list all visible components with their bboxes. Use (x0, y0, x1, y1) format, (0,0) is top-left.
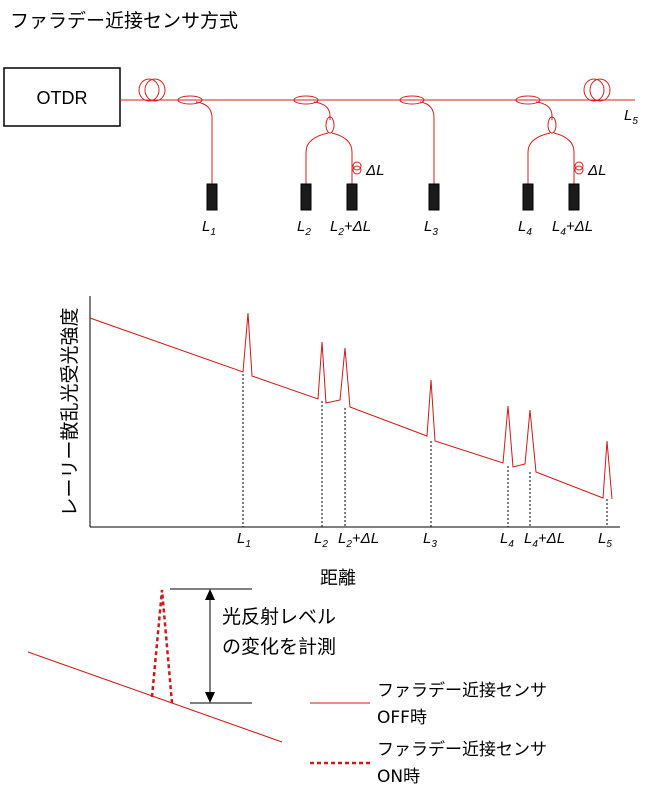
delta-l-label-2: ΔL (365, 162, 384, 179)
tick-l3: L3 (423, 530, 437, 550)
label-l5: L5 (624, 107, 638, 127)
coupler-1 (177, 95, 203, 105)
tick-l4-dl: L4+ΔL (524, 530, 565, 550)
inset-arrow-down (205, 692, 215, 703)
tick-l2-dl: L2+ΔL (338, 530, 379, 550)
small-loop-2 (352, 161, 362, 175)
y-axis-label: レーリー散乱光受光強度 (59, 307, 81, 516)
inset-arrow-up (205, 589, 215, 600)
fiber-coil-right (583, 78, 611, 102)
event-guides (242, 374, 608, 527)
tick-l5: L5 (598, 530, 612, 550)
label-l1: L1 (202, 218, 216, 238)
small-loop-4 (574, 161, 584, 175)
branch-l2 (305, 132, 329, 184)
branch-l3 (419, 101, 435, 184)
delta-l-label-4: ΔL (587, 162, 606, 179)
annotation-line2: の変化を計測 (222, 636, 336, 658)
label-l4: L4 (518, 218, 532, 238)
inset-baseline (27, 651, 283, 743)
fiber-coil-left (138, 78, 166, 102)
branch-l2-dl (331, 132, 353, 184)
sensor-l2-dl (346, 183, 358, 211)
annotation-line1: 光反射レベル (222, 606, 336, 628)
tick-l4: L4 (500, 530, 514, 550)
label-l2: L2 (297, 218, 311, 238)
coupler-4 (515, 95, 541, 105)
sensor-l3 (428, 183, 440, 211)
sensor-l1 (206, 183, 218, 211)
reflection-inset: 光反射レベル の変化を計測 (27, 588, 336, 743)
coupler-2 (293, 95, 319, 105)
label-l3: L3 (424, 218, 438, 238)
sensor-l2 (300, 183, 312, 211)
label-l2-dl: L2+ΔL (330, 218, 371, 238)
otdr-schematic: OTDR (3, 67, 638, 238)
splitter-4 (547, 116, 557, 134)
legend-solid-line2: OFF時 (377, 708, 427, 728)
legend: ファラデー近接センサ OFF時 ファラデー近接センサ ON時 (310, 680, 547, 787)
branch-l1 (195, 101, 213, 184)
otdr-trace-chart: レーリー散乱光受光強度 距離 L1 L2 L2+ΔL L3 L4 L4+ΔL L… (59, 296, 620, 589)
legend-dashed-line2: ON時 (377, 767, 420, 787)
tick-l2: L2 (314, 530, 328, 550)
tick-l1: L1 (237, 530, 251, 550)
branch-l4-feed (535, 101, 553, 120)
branch-l4-dl (553, 132, 575, 184)
coupler-3 (399, 95, 425, 105)
legend-dashed-line1: ファラデー近接センサ (377, 739, 547, 760)
trace-off (89, 312, 613, 500)
branch-l4 (527, 132, 551, 184)
otdr-box (3, 67, 121, 127)
legend-solid-line1: ファラデー近接センサ (377, 680, 547, 701)
otdr-label: OTDR (37, 88, 88, 108)
x-axis-label: 距離 (320, 568, 356, 589)
sensor-l4-dl (568, 183, 580, 211)
label-l4-dl: L4+ΔL (552, 218, 593, 238)
branch-l2-feed (313, 101, 331, 120)
page-title: ファラデー近接センサ方式 (10, 10, 239, 32)
inset-peak-on (150, 589, 174, 704)
sensor-l4 (522, 183, 534, 211)
splitter-2 (325, 116, 335, 134)
